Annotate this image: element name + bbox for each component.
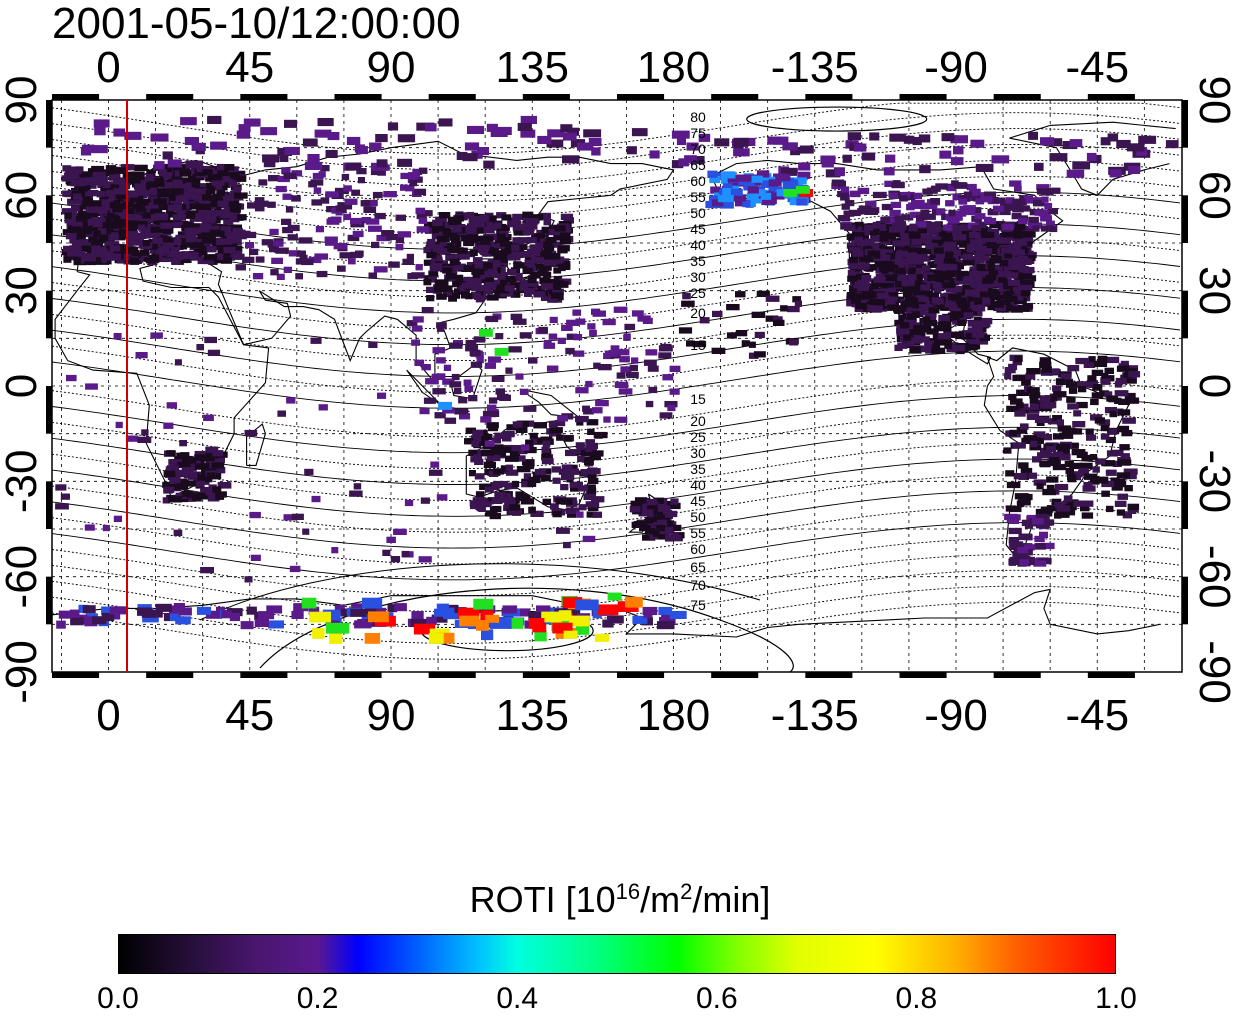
- roti-data-points: [55, 115, 1179, 644]
- left-lat-tick-label: 30: [0, 266, 46, 315]
- axis-tick-labels: 0 45 90 135 180 -135 -90 -45 0 45 90 135 180 -135 -90 -…: [0, 43, 1239, 740]
- bottom-lon-tick-label: -90: [924, 691, 988, 740]
- bottom-lon-tick-label: 135: [496, 691, 569, 740]
- left-lat-tick-label: 60: [0, 171, 46, 220]
- contour-label: 80: [690, 109, 706, 125]
- contour-label: 30: [690, 445, 706, 461]
- contour-label: 40: [690, 237, 706, 253]
- colorbar-tick-label: 1.0: [1095, 982, 1137, 1015]
- contour-label: 30: [690, 269, 706, 285]
- contour-label: 55: [690, 525, 706, 541]
- top-lon-tick-label: 0: [96, 43, 120, 92]
- top-lon-tick-label: 45: [225, 43, 274, 92]
- bottom-lon-tick-label: 90: [367, 691, 416, 740]
- lat-lon-grid: [52, 100, 1182, 672]
- contour-label: 15: [690, 337, 706, 353]
- right-lat-tick-label: 30: [1190, 266, 1239, 315]
- colorbar-tick-label: 0.2: [296, 982, 339, 1015]
- contour-label: 20: [690, 413, 706, 429]
- colorbar-tick-label: 0.0: [97, 982, 139, 1015]
- left-lat-tick-label: 90: [0, 76, 46, 125]
- contour-label: 50: [690, 509, 706, 525]
- contour-label: 60: [690, 173, 706, 189]
- contour-label: 55: [690, 189, 706, 205]
- contour-label: 75: [690, 125, 706, 141]
- colorbar-tick-label: 0.4: [496, 982, 539, 1015]
- bottom-lon-tick-label: 180: [637, 691, 710, 740]
- contour-label: 70: [690, 577, 706, 593]
- contour-label: 65: [690, 559, 706, 575]
- right-lat-tick-label: -60: [1190, 545, 1239, 609]
- contour-label: 45: [690, 493, 706, 509]
- top-lon-tick-label: 180: [637, 43, 710, 92]
- roti-map: 0 45 90 135 180 -135 -90 -45 0 45 90 135 180 -135 -90 -…: [0, 43, 1239, 740]
- right-lat-tick-label: -30: [1190, 450, 1239, 514]
- left-lat-tick-label: 0: [0, 374, 46, 398]
- contour-labels: 8075706560555045403530252015152025303540…: [690, 109, 706, 613]
- top-lon-tick-label: 135: [496, 43, 569, 92]
- right-lat-tick-label: 0: [1190, 374, 1239, 398]
- colorbar-tick-label: 0.8: [895, 982, 938, 1015]
- colorbar: [118, 934, 1116, 974]
- contour-label: 15: [690, 391, 706, 407]
- contour-label: 20: [690, 305, 706, 321]
- right-lat-tick-label: -90: [1190, 640, 1239, 704]
- contour-label: 35: [690, 461, 706, 477]
- colorbar-tick-label: 0.6: [695, 982, 738, 1015]
- contour-label: 70: [690, 141, 706, 157]
- contour-label: 50: [690, 205, 706, 221]
- colorbar-title: ROTI [1016/m2/min]: [469, 879, 771, 920]
- contour-label: 35: [690, 253, 706, 269]
- top-lon-tick-label: -45: [1065, 43, 1129, 92]
- top-lon-tick-label: -135: [771, 43, 859, 92]
- left-lat-tick-label: -90: [0, 640, 46, 704]
- right-lat-tick-label: 90: [1190, 76, 1239, 125]
- left-lat-tick-label: -30: [0, 450, 46, 514]
- map-title: 2001-05-10/12:00:00: [52, 0, 461, 48]
- top-lon-tick-label: 90: [367, 43, 416, 92]
- magnetic-latitude-contours: [51, 102, 1181, 673]
- contour-label: 40: [690, 477, 706, 493]
- contour-label: 25: [690, 285, 706, 301]
- contour-label: 75: [690, 597, 706, 613]
- contour-label: 65: [690, 157, 706, 173]
- contour-label: 60: [690, 541, 706, 557]
- right-lat-tick-label: 60: [1190, 171, 1239, 220]
- bottom-lon-tick-label: 45: [225, 691, 274, 740]
- bottom-lon-tick-label: -135: [771, 691, 859, 740]
- top-lon-tick-label: -90: [924, 43, 988, 92]
- map-frame: [46, 94, 1188, 678]
- bottom-lon-tick-label: 0: [96, 691, 120, 740]
- contour-label: 25: [690, 429, 706, 445]
- contour-label: 45: [690, 221, 706, 237]
- left-lat-tick-label: -60: [0, 545, 46, 609]
- bottom-lon-tick-label: -45: [1065, 691, 1129, 740]
